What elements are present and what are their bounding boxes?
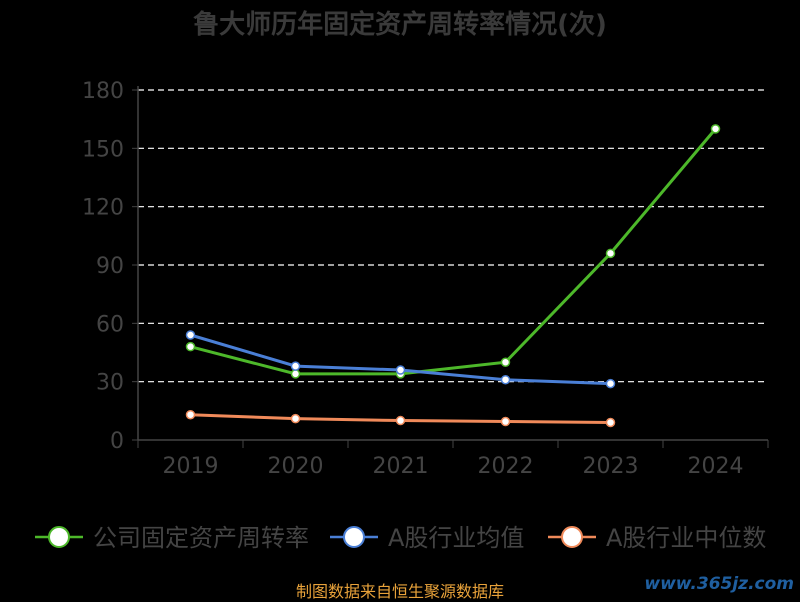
data-point: [605, 248, 616, 259]
data-point: [290, 361, 301, 371]
legend-marker: [561, 526, 583, 548]
x-tick-label: 2024: [688, 454, 744, 479]
x-tick-label: 2022: [478, 454, 534, 479]
legend-label: 公司固定资产周转率: [93, 524, 309, 552]
x-tick-label: 2021: [373, 454, 429, 479]
x-tick-label: 2023: [583, 454, 639, 479]
data-point: [395, 365, 406, 375]
y-tick-label: 30: [96, 371, 124, 396]
y-tick-label: 150: [82, 137, 124, 162]
data-source-note: 制图数据来自恒生聚源数据库: [295, 582, 504, 601]
series-line: [190, 127, 717, 376]
legend-marker: [48, 526, 70, 548]
data-point: [710, 124, 721, 134]
legend-label: A股行业均值: [388, 524, 524, 552]
chart-title: 鲁大师历年固定资产周转率情况(次): [193, 10, 607, 40]
data-point: [290, 413, 301, 424]
data-point: [605, 417, 616, 428]
y-tick-label: 60: [96, 312, 124, 337]
data-point: [185, 341, 196, 352]
watermark: www.365jz.com: [644, 574, 794, 594]
x-tick-label: 2019: [163, 454, 219, 479]
legend-label: A股行业中位数: [606, 524, 766, 552]
y-tick-label: 0: [110, 429, 124, 454]
data-point: [395, 415, 406, 426]
data-point: [290, 369, 301, 379]
data-point: [605, 378, 616, 389]
legend-marker: [343, 526, 365, 548]
x-tick-label: 2020: [268, 454, 324, 479]
data-point: [500, 416, 511, 427]
y-tick-label: 120: [82, 196, 124, 221]
data-point: [500, 374, 511, 385]
data-point: [185, 409, 196, 420]
y-tick-label: 90: [96, 254, 124, 279]
y-tick-label: 180: [82, 79, 124, 104]
data-point: [185, 330, 196, 340]
data-point: [500, 357, 511, 367]
